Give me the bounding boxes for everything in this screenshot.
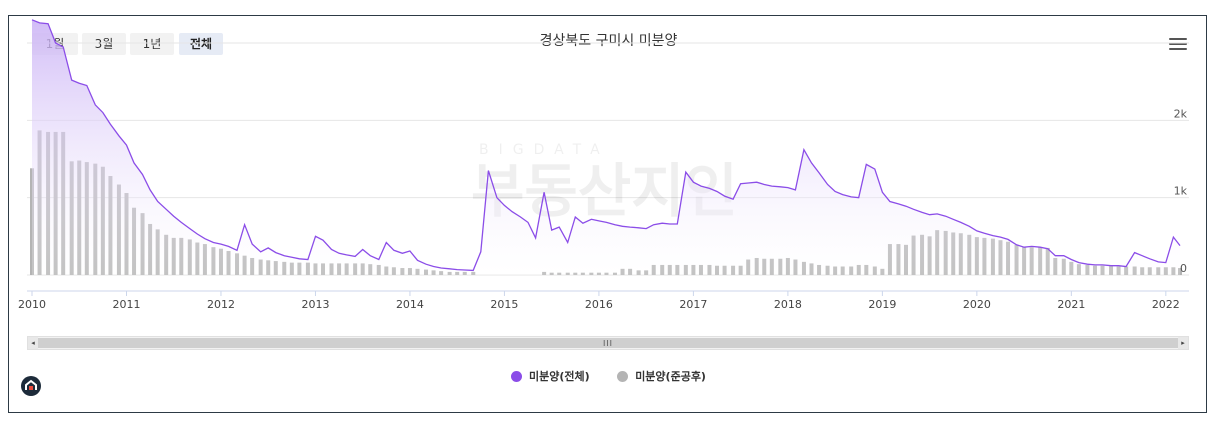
legend-dot-total: [511, 370, 523, 382]
x-tick-label: 2013: [301, 298, 329, 311]
scroll-right-arrow-icon[interactable]: ▸: [1178, 337, 1188, 349]
scroll-thumb[interactable]: III: [38, 338, 1178, 348]
x-tick-label: 2019: [868, 298, 896, 311]
x-tick-label: 2018: [774, 298, 802, 311]
x-tick-label: 2022: [1152, 298, 1180, 311]
y-tick-label: 2k: [1174, 107, 1188, 120]
range-button-all[interactable]: 전체: [179, 33, 223, 55]
x-tick-label: 2014: [396, 298, 424, 311]
legend-item-total[interactable]: 미분양(전체): [511, 368, 590, 384]
chart-container: 1월 3월 1년 전체 경상북도 구미시 미분양 BIGDATA 부동산지인 0…: [8, 15, 1207, 413]
legend-dot-completed: [617, 370, 629, 382]
x-tick-label: 2016: [585, 298, 613, 311]
legend-item-completed[interactable]: 미분양(준공후): [617, 368, 706, 384]
x-tick-label: 2012: [207, 298, 235, 311]
y-tick-label: 1k: [1174, 185, 1188, 198]
x-tick-label: 2021: [1057, 298, 1085, 311]
x-tick-label: 2020: [963, 298, 991, 311]
range-button-1y[interactable]: 1년: [130, 33, 174, 55]
chart-legend: 미분양(전체) 미분양(준공후): [9, 368, 1208, 385]
legend-label-total: 미분양(전체): [529, 370, 590, 383]
x-tick-label: 2011: [112, 298, 140, 311]
area-fill: [32, 19, 1180, 275]
legend-label-completed: 미분양(준공후): [635, 370, 706, 383]
horizontal-scrollbar[interactable]: ◂ III ▸: [27, 336, 1189, 350]
y-axis-labels: 0 1k 2k: [1174, 107, 1188, 275]
y-tick-label: 0: [1180, 262, 1187, 275]
hamburger-menu-icon[interactable]: [1169, 38, 1187, 52]
x-tick-label: 2015: [490, 298, 518, 311]
x-tick-label: 2010: [18, 298, 46, 311]
site-logo-icon[interactable]: [21, 376, 41, 396]
line-series: [31, 19, 1181, 272]
x-axis-labels: 2010 2011 2012 2013 2014 2015 2016 2017 2018 2019…: [18, 291, 1180, 311]
scroll-left-arrow-icon[interactable]: ◂: [28, 337, 38, 349]
x-tick-label: 2017: [679, 298, 707, 311]
scroll-grip-icon: III: [602, 339, 614, 348]
range-button-3m[interactable]: 3월: [82, 33, 126, 55]
chart-title: 경상북도 구미시 미분양: [539, 33, 678, 49]
watermark-small: BIGDATA: [479, 142, 610, 158]
